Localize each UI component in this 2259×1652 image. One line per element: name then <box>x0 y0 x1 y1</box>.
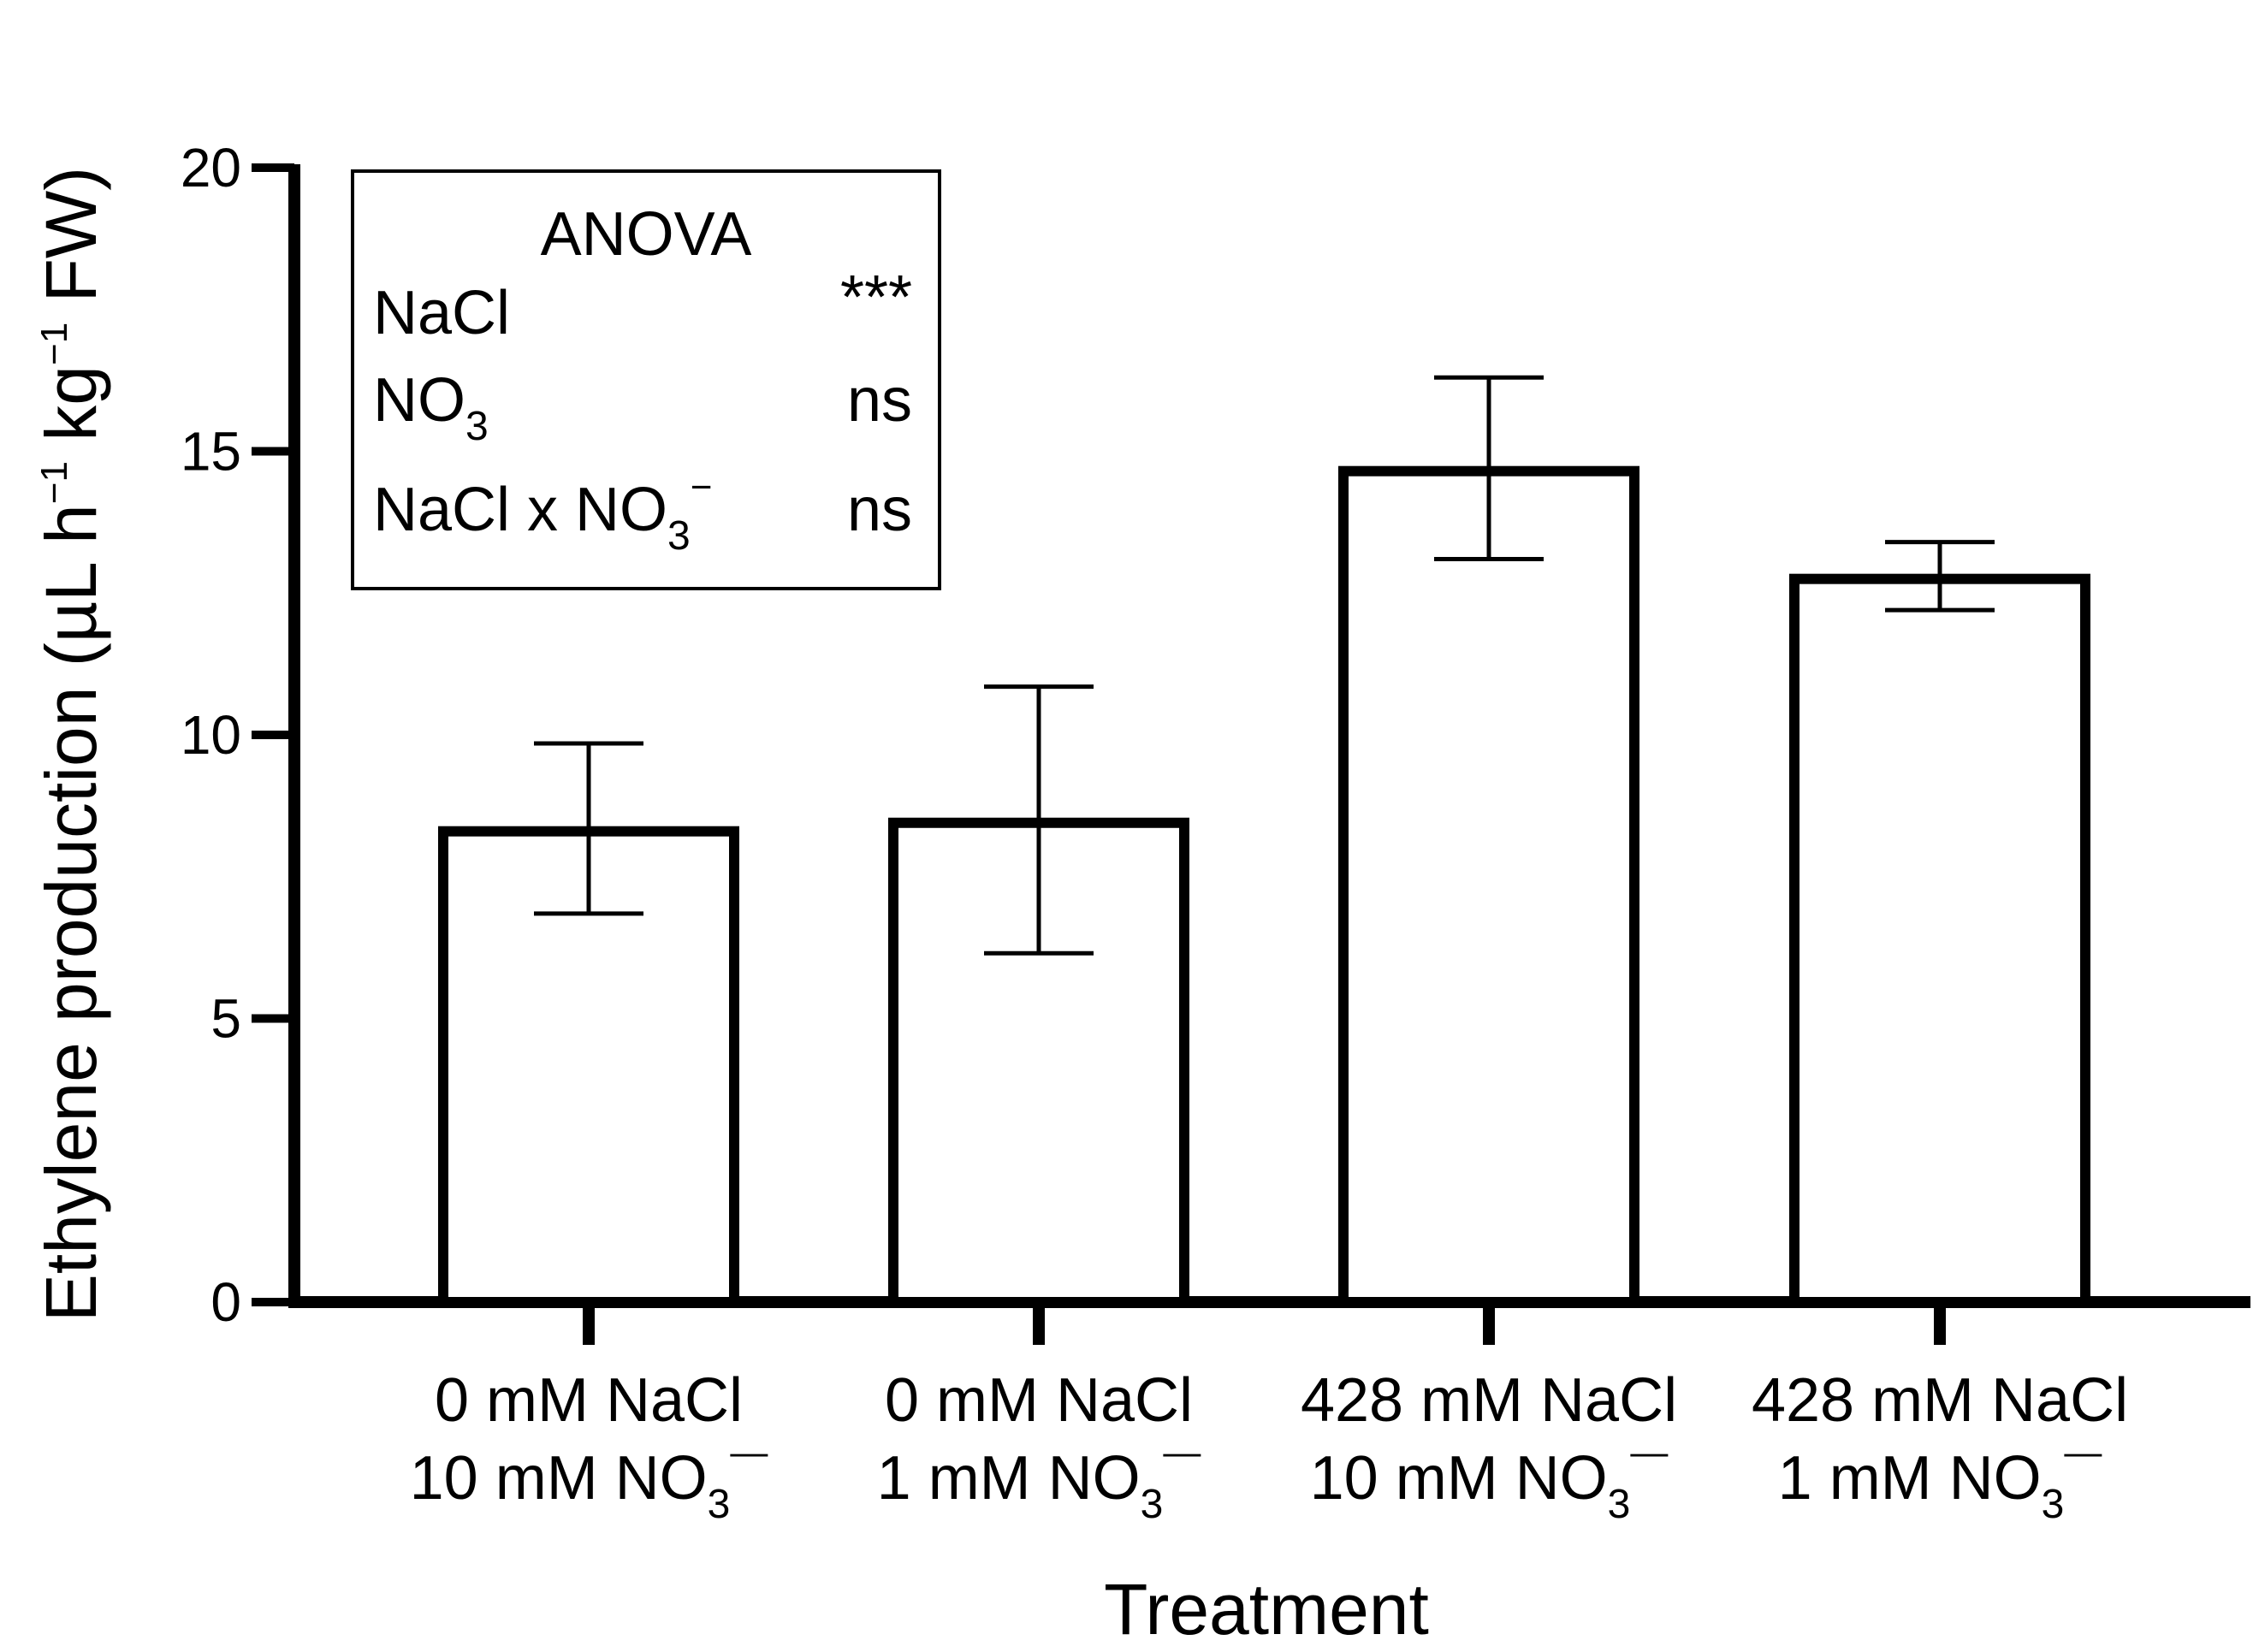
y-ticks: 0 5 10 15 20 <box>181 137 294 1333</box>
y-tick-label: 20 <box>181 137 241 198</box>
anova-row-value: *** <box>840 263 912 332</box>
y-axis-title: Ethylene production (µL h−1 kg−1 FW) <box>31 167 111 1322</box>
anova-row-value: ns <box>847 366 912 435</box>
y-tick-label: 15 <box>181 421 241 483</box>
bar <box>1338 465 1639 1307</box>
x-tick-label-line2: 10 mM NO3— <box>410 1431 768 1527</box>
anova-row-label: NO3 <box>373 366 489 449</box>
x-tick-label-line2: 1 mM NO3— <box>877 1431 1201 1527</box>
x-axis-title: Treatment <box>1104 1569 1429 1649</box>
anova-row-label: NaCl <box>373 279 510 347</box>
y-tick-label: 10 <box>181 704 241 766</box>
x-tick-label-line1: 0 mM NaCl <box>885 1366 1193 1435</box>
bar <box>1789 573 2090 1307</box>
x-tick-label-line1: 428 mM NaCl <box>1752 1366 2128 1435</box>
bars <box>438 465 2090 1307</box>
anova-row-value: ns <box>847 476 912 544</box>
error-bars <box>534 375 1995 956</box>
anova-row-label: NaCl x NO3− <box>373 466 712 559</box>
x-tick-label-line2: 1 mM NO3— <box>1778 1431 2102 1527</box>
anova-title: ANOVA <box>541 200 752 269</box>
y-tick-label: 5 <box>210 988 241 1050</box>
x-tick-label-line2: 10 mM NO3— <box>1310 1431 1669 1527</box>
x-tick-label-line1: 428 mM NaCl <box>1301 1366 1677 1435</box>
anova-legend-box: ANOVA NaCl *** NO3 ns NaCl x NO3− ns <box>351 169 941 590</box>
y-tick-label: 0 <box>210 1271 241 1333</box>
anova-box-frame <box>351 169 941 590</box>
x-tick-label-line1: 0 mM NaCl <box>435 1366 743 1435</box>
